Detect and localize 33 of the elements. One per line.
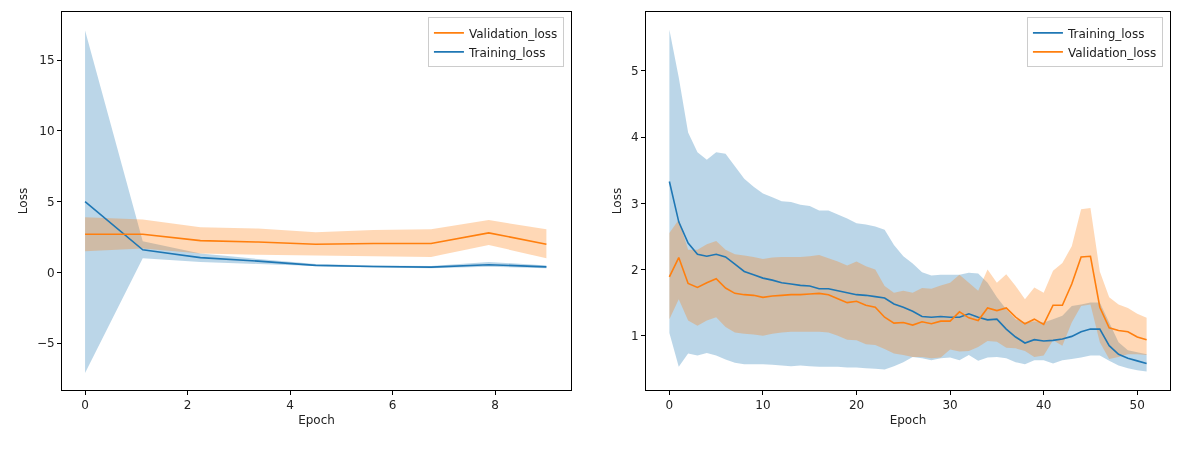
y-tick-label: 2 — [630, 262, 639, 277]
y-axis-title: Loss — [16, 187, 31, 215]
y-tick-label: 10 — [39, 124, 55, 139]
x-tick-label: 0 — [81, 398, 89, 413]
x-axis-title: Epoch — [298, 413, 335, 428]
y-axis-title: Loss — [610, 187, 625, 215]
y-tick-label: 0 — [46, 265, 55, 280]
x-tick-label: 20 — [848, 398, 865, 413]
x-tick-label: 2 — [183, 398, 192, 413]
y-tick-label: 1 — [630, 328, 639, 343]
line-series — [84, 232, 548, 245]
x-tick-label: 40 — [1036, 398, 1052, 413]
legend-label: Training_loss — [467, 45, 546, 60]
y-tick-label: 15 — [39, 53, 55, 68]
x-tick-label: 30 — [942, 398, 958, 413]
x-tick-label: 6 — [388, 398, 397, 413]
line-series — [84, 200, 548, 268]
x-axis-title: Epoch — [889, 413, 927, 428]
x-tick-label: 8 — [491, 398, 499, 413]
y-tick-label: 5 — [630, 64, 639, 79]
y-tick-label: 4 — [630, 130, 639, 145]
x-tick-label: 50 — [1129, 398, 1145, 413]
y-tick-label: 5 — [46, 194, 55, 209]
y-tick-label: 3 — [630, 196, 639, 211]
legend-label: Training_loss — [1066, 26, 1145, 41]
x-tick-label: 4 — [286, 398, 294, 413]
legend-label: Validation_loss — [468, 26, 558, 41]
line-series — [668, 180, 1148, 365]
x-tick-label: 10 — [755, 398, 771, 413]
y-tick-label: −5 — [36, 336, 55, 351]
x-tick-label: 0 — [665, 398, 674, 413]
line-series — [668, 255, 1148, 341]
legend-label: Validation_loss — [1067, 45, 1157, 60]
